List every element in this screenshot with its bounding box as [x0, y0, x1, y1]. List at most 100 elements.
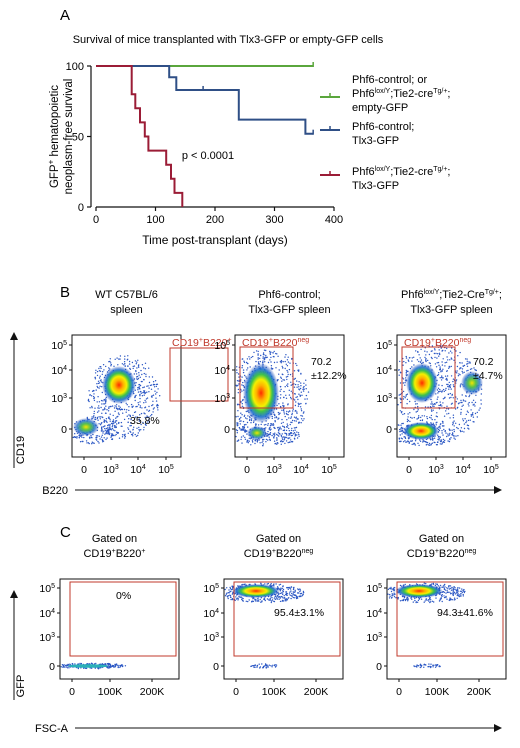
survival-y-axis-label-line: neoplasm-free survival: [63, 79, 75, 195]
flow-b-plot-title: Phf6lox/Y​;Tie2-CreTg/+​;: [401, 289, 502, 301]
flow-density-blob: [406, 363, 438, 403]
flow-x-tick-label: 0: [406, 464, 412, 476]
flow-y-tick-label: 105​: [366, 583, 382, 595]
flow-value-label: 94.3±41.6%: [437, 607, 493, 619]
flow-gate-rect: [239, 346, 294, 409]
survival-legend: Phf6-control; or Phf6lox/Y​;Tie2-creTg/+​…: [320, 74, 450, 192]
survival-x-axis-label: Time post-transplant (days): [142, 233, 288, 247]
flow-x-tick-label: 104​: [130, 464, 146, 476]
survival-x-tick-label: 300: [265, 214, 283, 226]
flow-gate-label: CD19+​B220neg​: [404, 337, 471, 349]
flow-density-blob: [395, 584, 443, 598]
flow-x-tick-label: 103​: [428, 464, 444, 476]
flow-b-plot-title: Tlx3-GFP spleen: [410, 304, 492, 316]
flow-gate-rect: [396, 581, 504, 657]
panel-letter-b: B: [60, 284, 70, 301]
flow-y-tick-label: 103​: [376, 393, 392, 405]
flow-x-tick-label: 200K: [304, 686, 329, 698]
flow-b-plot-2: Phf6lox/Y​;Tie2-CreTg/+​; Tlx3-GFP spleen…: [376, 289, 507, 476]
flow-density-blob: [68, 664, 108, 668]
flow-c-x-axis-label: FSC-A: [35, 723, 69, 735]
survival-chart: Survival of mice transplanted with Tlx3-…: [47, 34, 451, 247]
flow-c-y-axis-label: GFP: [15, 675, 27, 698]
flow-c-plot-title: Gated on: [92, 533, 137, 545]
survival-chart-title: Survival of mice transplanted with Tlx3-…: [73, 34, 384, 46]
survival-series-line-1: [96, 65, 314, 135]
legend-entry-text: Phf6-control;: [352, 121, 414, 133]
flow-x-tick-label: 0: [244, 464, 250, 476]
flow-gate-label: CD19+​B220+​: [172, 337, 232, 349]
flow-x-tick-label: 100K: [262, 686, 287, 698]
flow-c-density: [224, 582, 305, 669]
flow-y-tick-label: 104​: [376, 365, 392, 377]
flow-c-density: [387, 582, 466, 669]
flow-y-tick-label: 104​: [39, 608, 55, 620]
flow-x-tick-label: 200K: [140, 686, 165, 698]
flow-density-blob: [243, 363, 279, 423]
flow-value-label: 70.2: [311, 356, 332, 368]
flow-y-tick-label: 105​: [214, 340, 230, 352]
flow-c-plot-title: CD19+​B220neg​: [244, 548, 314, 560]
flow-y-tick-label: 0: [49, 661, 55, 673]
flow-b-plot-title: Phf6-control;: [258, 289, 320, 301]
flow-b-plot-0: WT C57BL/6 spleen CD19+​B220+​ 35.8% 0 103​ 10…: [51, 289, 231, 476]
legend-entry-text: empty-GFP: [352, 102, 408, 114]
flow-y-tick-label: 0: [376, 661, 382, 673]
flow-x-tick-label: 103​: [103, 464, 119, 476]
survival-y-tick-label: 100: [66, 61, 84, 73]
flow-b-density: [397, 344, 483, 447]
legend-entry-text: Phf6-control; or: [352, 74, 428, 86]
panel-letter-a: A: [60, 7, 70, 24]
flow-x-tick-label: 0: [396, 686, 402, 698]
flow-gate-rect: [233, 581, 341, 657]
flow-b-plot-title: WT C57BL/6: [95, 289, 158, 301]
flow-y-tick-label: 103​: [366, 632, 382, 644]
legend-entry-text: Tlx3-GFP: [352, 180, 399, 192]
flow-c-plot-title: CD19+​B220neg​: [407, 548, 477, 560]
flow-x-tick-label: 104​: [455, 464, 471, 476]
survival-x-tick-label: 400: [325, 214, 343, 226]
flow-value-label: 35.8%: [130, 415, 160, 427]
flow-y-tick-label: 0: [386, 424, 392, 436]
flow-x-tick-label: 105​: [483, 464, 499, 476]
survival-y-axis-label-line: GFP+​ hematopoietic: [47, 85, 61, 188]
flow-b-x-axis-label: B220: [42, 485, 68, 497]
flow-c-plot-title: Gated on: [419, 533, 464, 545]
panel-letter-c: C: [60, 524, 71, 541]
flow-c-x-axis: FSC-A: [35, 723, 502, 735]
flow-panel-c: Gated on CD19+​B220+​ 0% 0 103​ 104​ 105​ 0 100K…: [10, 533, 507, 735]
flow-y-tick-label: 0: [224, 424, 230, 436]
flow-b-plot-title: spleen: [110, 304, 142, 316]
legend-entry-text: Phf6lox/Y​;Tie2-creTg/+​;: [352, 166, 450, 178]
flow-c-y-axis: GFP: [10, 590, 27, 700]
survival-series-line-2: [96, 65, 184, 207]
flow-density-blob: [403, 422, 439, 440]
survival-y-tick-label: 50: [72, 132, 84, 144]
flow-b-density: [72, 355, 161, 445]
flow-y-tick-label: 0: [213, 661, 219, 673]
flow-x-tick-label: 100K: [425, 686, 450, 698]
flow-c-plot-1: Gated on CD19+​B220neg​ 95.4±3.1% 0 103​ 104​…: [203, 533, 344, 698]
flow-value-label: ±4.7%: [473, 370, 503, 382]
flow-y-tick-label: 104​: [366, 608, 382, 620]
flow-gate-rect: [401, 346, 456, 409]
flow-y-tick-label: 105​: [51, 340, 67, 352]
flow-gate-rect: [169, 347, 229, 402]
survival-series: [96, 62, 314, 207]
flow-b-plot-title: Tlx3-GFP spleen: [248, 304, 330, 316]
flow-density-blob: [247, 426, 267, 440]
flow-c-plot-frame: [59, 578, 180, 680]
flow-x-tick-label: 0: [81, 464, 87, 476]
flow-c-plot-0: Gated on CD19+​B220+​ 0% 0 103​ 104​ 105​ 0 100K…: [39, 533, 180, 698]
flow-y-tick-label: 103​: [214, 393, 230, 405]
survival-axes: 0 100 200 300 400 0 50 100: [66, 61, 344, 226]
flow-x-tick-label: 104​: [293, 464, 309, 476]
flow-x-tick-label: 100K: [98, 686, 123, 698]
survival-y-tick-label: 0: [78, 202, 84, 214]
flow-y-tick-label: 105​: [376, 340, 392, 352]
flow-density-blob: [461, 371, 483, 395]
flow-x-tick-label: 103​: [266, 464, 282, 476]
flow-y-tick-label: 103​: [39, 632, 55, 644]
